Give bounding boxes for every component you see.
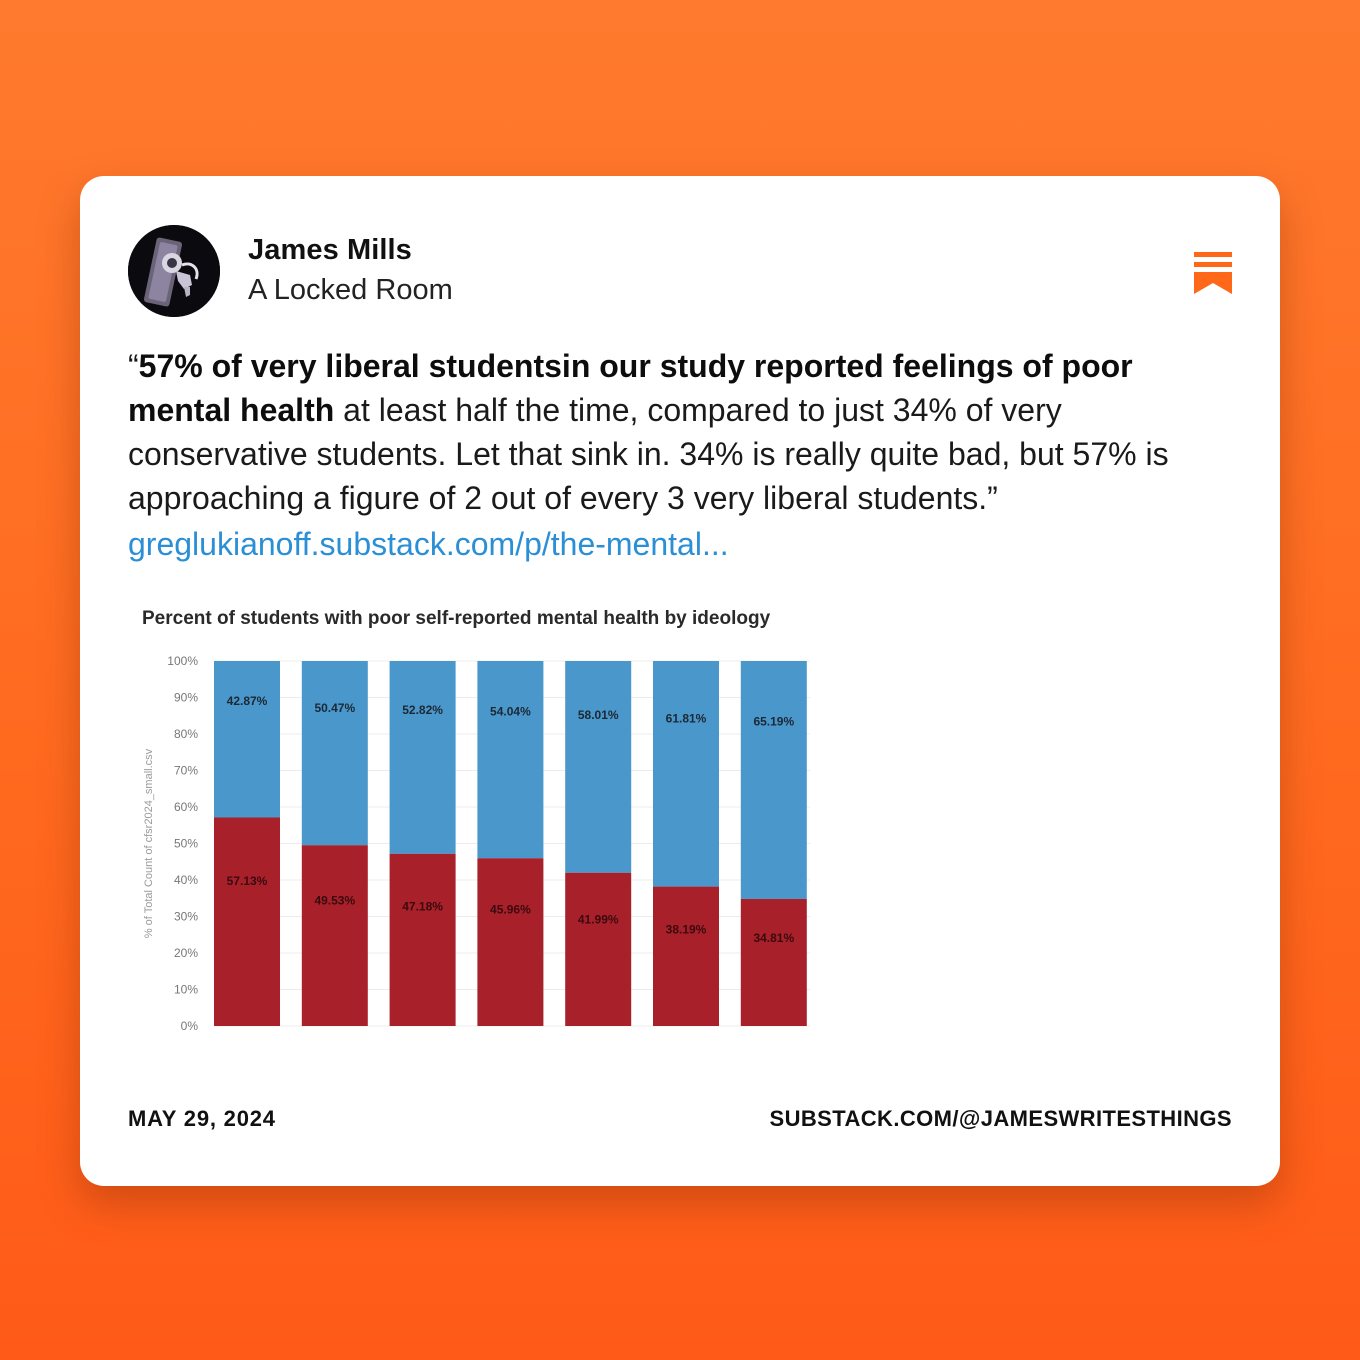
data-label-bottom: 34.81% (753, 931, 794, 945)
y-tick-label: 50% (174, 837, 198, 851)
data-label-top: 58.01% (578, 708, 619, 722)
post-card: James Mills A Locked Room “57% of very l… (80, 176, 1280, 1186)
data-label-top: 52.82% (402, 703, 443, 717)
data-label-bottom: 57.13% (227, 874, 268, 888)
data-label-bottom: 47.18% (402, 899, 443, 913)
publication-name[interactable]: A Locked Room (248, 274, 453, 306)
bar-segment-top (214, 661, 280, 818)
y-tick-label: 40% (174, 873, 198, 887)
y-axis-label: % of Total Count of cfsr2024_small.csv (143, 748, 155, 938)
article-link[interactable]: greglukianoff.substack.com/p/the-mental.… (128, 526, 729, 562)
bar-segment-top (477, 661, 544, 859)
y-tick-label: 90% (174, 691, 198, 705)
data-label-top: 42.87% (227, 694, 268, 708)
quote-open: “ (128, 348, 139, 384)
avatar[interactable] (128, 225, 220, 317)
data-label-top: 61.81% (666, 711, 707, 725)
y-tick-label: 80% (174, 727, 198, 741)
bar-segment-top (653, 661, 719, 887)
y-tick-label: 0% (181, 1019, 199, 1033)
data-label-bottom: 41.99% (578, 913, 619, 927)
data-label-bottom: 49.53% (314, 893, 355, 907)
bar-segment-bottom (565, 872, 632, 1026)
bar-segment-bottom (214, 817, 280, 1026)
author-name[interactable]: James Mills (248, 234, 412, 266)
bar-segment-top (565, 661, 632, 873)
chart-title: Percent of students with poor self-repor… (142, 608, 771, 629)
bar-segment-top (301, 661, 368, 846)
bar-segment-top (389, 661, 456, 854)
data-label-top: 50.47% (314, 701, 355, 715)
lock-icon (128, 225, 220, 317)
y-tick-label: 100% (167, 654, 198, 668)
bar-segment-bottom (301, 845, 368, 1026)
bar-segment-bottom (389, 853, 456, 1026)
bookmark-icon[interactable] (1194, 252, 1232, 294)
bar-segment-bottom (477, 858, 544, 1026)
quote-bold: 57% of very liberal studentsin our study… (128, 348, 1133, 428)
data-label-bottom: 45.96% (490, 903, 531, 917)
y-tick-label: 10% (174, 983, 198, 997)
post-date: MAY 29, 2024 (128, 1106, 276, 1131)
stacked-bar-chart: 0% 10% 20% 30% 40% 50% 60% 70% 80% 90% 100% % of To… (143, 654, 810, 1033)
bar-segment-bottom (740, 898, 807, 1026)
y-tick-label: 30% (174, 910, 198, 924)
data-label-top: 54.04% (490, 704, 531, 718)
post-quote: “57% of very liberal studentsin our stud… (128, 344, 1238, 520)
y-tick-label: 70% (174, 764, 198, 778)
bar-segment-bottom (653, 886, 719, 1026)
data-label-top: 65.19% (753, 714, 794, 728)
quote-rest: at least half the time, compared to just… (128, 392, 1169, 516)
data-label-bottom: 38.19% (666, 922, 707, 936)
bar-segment-top (740, 661, 807, 899)
y-tick-label: 60% (174, 800, 198, 814)
footer-url[interactable]: SUBSTACK.COM/@JAMESWRITESTHINGS (769, 1106, 1232, 1131)
y-tick-label: 20% (174, 946, 198, 960)
